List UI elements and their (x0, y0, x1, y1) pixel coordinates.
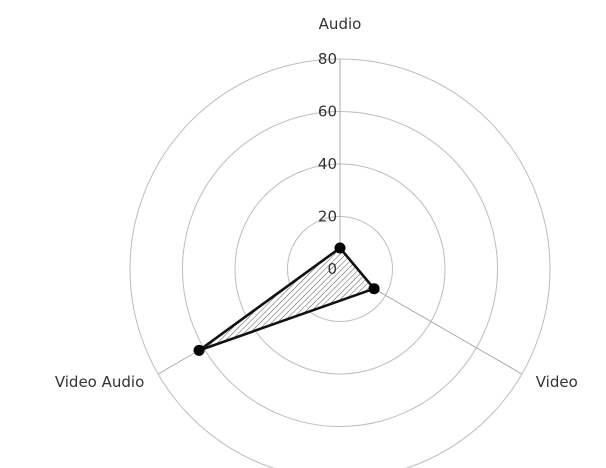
category-label-1: Video (536, 373, 578, 391)
data-point-2[interactable] (193, 344, 205, 356)
tick-label: 0 (327, 260, 337, 278)
tick-label: 80 (318, 50, 337, 68)
data-point-0[interactable] (334, 242, 346, 254)
tick-label: 40 (318, 155, 337, 173)
data-point-1[interactable] (368, 283, 380, 295)
series-area (197, 246, 376, 352)
tick-label: 20 (318, 208, 337, 226)
tick-label: 60 (318, 103, 337, 121)
category-label-0: Audio (319, 15, 362, 33)
category-label-2: Video Audio (55, 373, 144, 391)
label-layer: 0 20 40 60 80 Audio Video Video Audio (55, 15, 578, 391)
data-layer (193, 242, 380, 356)
